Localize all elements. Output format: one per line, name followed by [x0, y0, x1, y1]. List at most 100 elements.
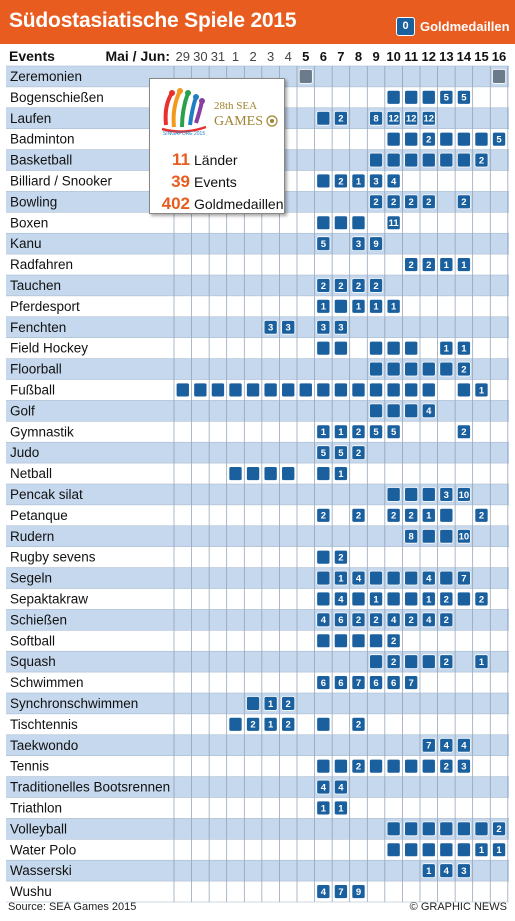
- event-box: [421, 612, 436, 628]
- event-box: [386, 424, 401, 440]
- gold-count-label: 1: [444, 260, 450, 271]
- event-box: [333, 340, 348, 356]
- event-box: [439, 507, 454, 523]
- gold-count-label: 1: [338, 573, 344, 584]
- gold-count-label: 2: [356, 427, 361, 438]
- event-box: [386, 403, 401, 419]
- event-box: [421, 821, 436, 837]
- gold-count-label: 2: [356, 762, 361, 773]
- event-box: [333, 319, 348, 335]
- event-box: [439, 737, 454, 753]
- event-box: [404, 90, 419, 105]
- gold-count-label: 1: [338, 469, 344, 480]
- event-box: [474, 131, 489, 147]
- event-box: [386, 110, 401, 126]
- event-box: [246, 696, 261, 711]
- event-box: [369, 654, 384, 670]
- gold-count-label: 4: [321, 782, 327, 793]
- event-name: Pferdesport: [10, 299, 80, 314]
- gold-count-label: 2: [426, 197, 431, 208]
- event-box: [386, 173, 401, 189]
- event-name: Judo: [10, 445, 39, 460]
- event-box: [316, 319, 331, 335]
- gold-count-label: 2: [461, 197, 466, 208]
- gold-count-label: 4: [426, 573, 432, 584]
- gold-count-label: 2: [338, 553, 343, 564]
- event-name: Zeremonien: [10, 69, 82, 84]
- event-box: [404, 361, 419, 377]
- row-background: [6, 66, 509, 87]
- row-background: [6, 567, 509, 589]
- day-label: 3: [267, 49, 274, 64]
- event-box: [369, 298, 384, 314]
- event-box: [333, 591, 348, 607]
- event-box: [439, 758, 454, 774]
- event-box: [421, 152, 436, 168]
- event-box: [369, 236, 384, 251]
- logo-line2: GAMES: [214, 114, 263, 129]
- event-box: [404, 194, 419, 210]
- gold-count-label: 5: [338, 448, 344, 459]
- event-box: [386, 654, 401, 670]
- event-box: [333, 466, 348, 481]
- event-box: [193, 382, 208, 398]
- event-name: Badminton: [10, 132, 75, 147]
- gold-count-label: 1: [373, 594, 379, 605]
- event-box: [351, 612, 366, 628]
- day-label: 2: [249, 49, 256, 64]
- event-name: Golf: [10, 403, 35, 418]
- event-name: Laufen: [10, 111, 51, 126]
- event-box: [369, 675, 384, 690]
- event-box: [404, 152, 419, 168]
- row-background: [6, 651, 509, 673]
- event-box: [439, 257, 454, 272]
- gold-count-label: 4: [444, 866, 450, 877]
- event-box: [333, 800, 348, 816]
- gold-count-label: 1: [479, 657, 485, 668]
- event-box: [281, 319, 296, 335]
- event-name: Petanque: [10, 508, 68, 523]
- event-name: Segeln: [10, 571, 52, 586]
- gold-count-label: 9: [373, 239, 378, 250]
- event-box: [386, 570, 401, 586]
- gold-count-label: 2: [479, 594, 484, 605]
- gold-count-label: 2: [444, 657, 449, 668]
- gold-count-label: 5: [321, 448, 327, 459]
- gold-count-label: 3: [286, 323, 291, 334]
- day-label: 31: [211, 49, 225, 64]
- event-name: Schwimmen: [10, 675, 84, 690]
- gold-count-label: 3: [373, 176, 378, 187]
- event-box: [386, 382, 401, 398]
- event-box: [439, 152, 454, 168]
- gold-count-label: 6: [338, 678, 343, 689]
- gold-count-label: 2: [338, 176, 343, 187]
- event-box: [369, 361, 384, 377]
- gold-count-label: 3: [461, 762, 466, 773]
- gold-count-label: 2: [496, 824, 501, 835]
- event-name: Tauchen: [10, 278, 61, 293]
- day-label: 4: [285, 49, 292, 64]
- gold-count-label: 12: [388, 114, 399, 125]
- event-box: [404, 340, 419, 356]
- event-box: [421, 194, 436, 210]
- event-box: [316, 236, 331, 251]
- event-box: [333, 110, 348, 126]
- event-box: [369, 340, 384, 356]
- event-box: [404, 591, 419, 607]
- event-box: [351, 675, 366, 690]
- event-box: [228, 466, 243, 481]
- stat-value: 11: [172, 150, 190, 169]
- gold-count-label: 2: [426, 260, 431, 271]
- gold-count-label: 1: [268, 720, 274, 731]
- event-box: [404, 487, 419, 502]
- gold-count-label: 2: [356, 511, 361, 522]
- event-box: [456, 821, 471, 837]
- logo-line1: 28th SEA: [214, 100, 257, 112]
- event-box: [439, 842, 454, 858]
- stat-value: 402: [161, 194, 190, 213]
- event-box: [474, 842, 489, 858]
- ceremony-box: [298, 69, 313, 84]
- event-box: [369, 110, 384, 126]
- event-box: [474, 507, 489, 523]
- event-box: [333, 424, 348, 440]
